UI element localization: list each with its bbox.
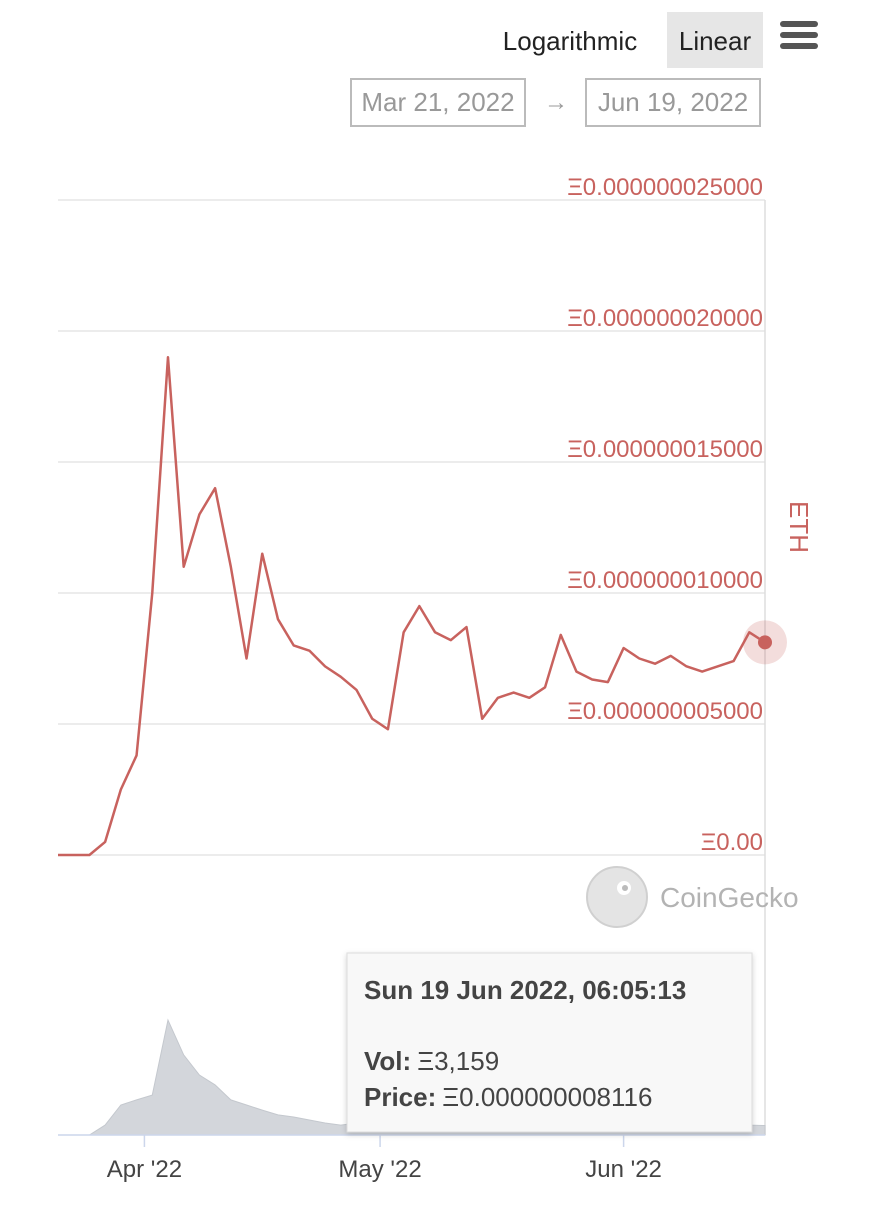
watermark: CoinGecko — [586, 866, 799, 928]
date-input[interactable] — [350, 78, 526, 127]
tooltip-value: Ξ0.000000008116 — [442, 1082, 652, 1112]
y-axis-title: ETH — [784, 501, 814, 553]
range-start: Mar 21, 2022 — [361, 87, 514, 117]
hover-point — [758, 635, 772, 650]
menu-icon[interactable] — [780, 21, 818, 49]
tooltip-box — [346, 952, 753, 1133]
toolbar: Logarithmic Linear Mar 21, 2022 → Jun 19… — [350, 12, 818, 127]
y-tick-label: Ξ0.00 — [701, 829, 763, 856]
tooltip-label: Vol: — [364, 1046, 411, 1076]
date-input[interactable] — [585, 78, 761, 127]
range-separator: → — [544, 89, 568, 116]
scale-button[interactable]: Linear — [679, 26, 752, 56]
tooltip: Sun 19 Jun 2022, 06:05:13 Vol: Ξ3,159 Pric… — [346, 952, 753, 1133]
tooltip-label: Price: — [364, 1082, 436, 1112]
range-end: Jun 19, 2022 — [598, 87, 748, 117]
watermark-text: CoinGecko — [660, 882, 799, 913]
plot: Ξ0.00 Ξ0.000000005000 Ξ0.000000010000 Ξ0.00… — [58, 174, 814, 1183]
x-tick-label: May '22 — [338, 1156, 421, 1183]
y-tick-label: Ξ0.000000020000 — [567, 305, 763, 332]
tooltip-value: Ξ3,159 — [417, 1046, 499, 1076]
y-tick-label: Ξ0.000000025000 — [567, 174, 763, 201]
scale-button[interactable]: Logarithmic — [503, 26, 637, 56]
y-tick-label: Ξ0.000000015000 — [567, 436, 763, 463]
tooltip-title: Sun 19 Jun 2022, 06:05:13 — [364, 975, 686, 1005]
y-tick-label: Ξ0.000000005000 — [567, 698, 763, 725]
x-tick-label: Jun '22 — [585, 1156, 662, 1183]
y-tick-label: Ξ0.000000010000 — [567, 567, 763, 594]
price-line — [58, 355, 766, 857]
x-tick-label: Apr '22 — [107, 1156, 182, 1183]
active-scale-bg — [667, 12, 763, 68]
